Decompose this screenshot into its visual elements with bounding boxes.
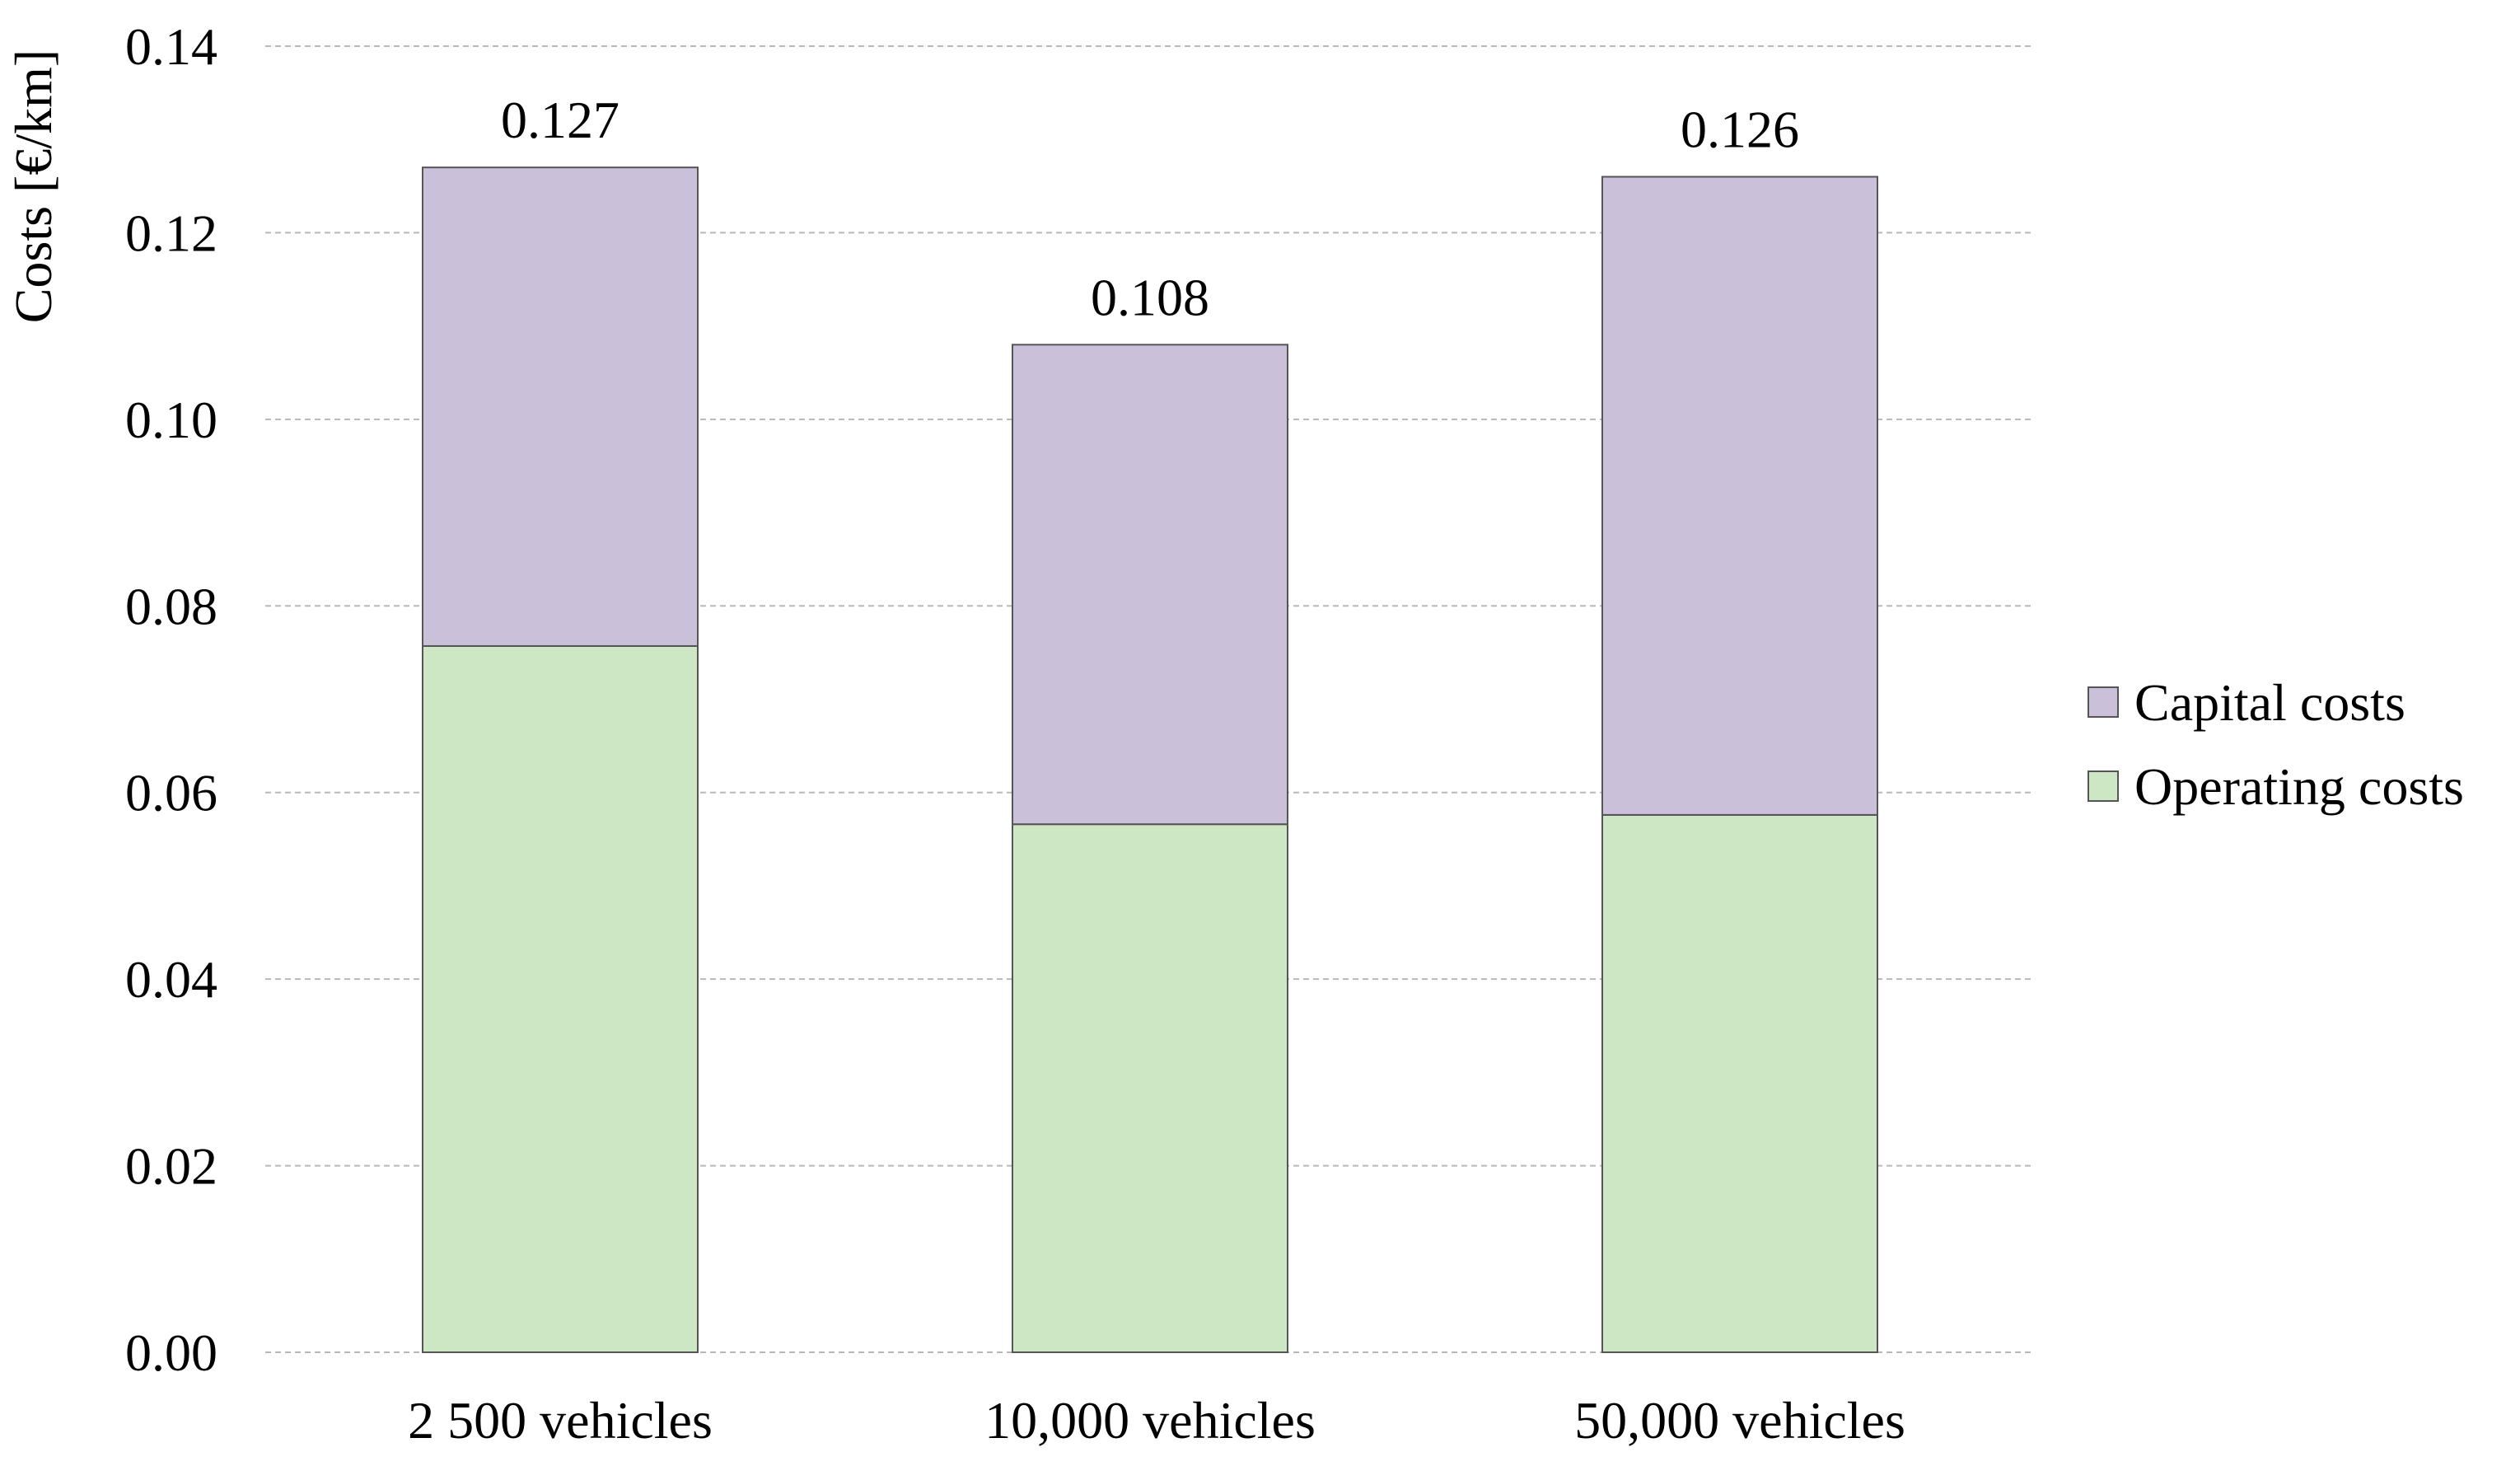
x-tick-label: 50,000 vehicles: [1574, 1391, 1905, 1450]
x-axis-ticks: 2 500 vehicles 10,000 vehicles 50,000 vehi…: [408, 1391, 1905, 1450]
x-tick-label: 10,000 vehicles: [984, 1391, 1316, 1450]
bar-segment-capital-costs: [422, 166, 699, 647]
y-tick-label: 0.00: [125, 1323, 217, 1382]
bar-segment-operating-costs: [1012, 823, 1288, 1353]
total-label: 0.108: [1091, 268, 1209, 326]
bars: [422, 166, 1878, 1353]
y-tick-label: 0.04: [125, 950, 217, 1009]
bar-segment-capital-costs: [1601, 176, 1878, 816]
legend-label: Capital costs: [2134, 673, 2405, 732]
y-tick-label: 0.14: [125, 17, 217, 76]
total-label: 0.126: [1681, 101, 1799, 159]
bar-segment-operating-costs: [422, 644, 699, 1353]
y-axis-ticks: 0.00 0.02 0.04 0.06 0.08 0.10 0.12 0.14: [125, 17, 217, 1382]
legend-swatch: [2088, 770, 2119, 802]
y-tick-label: 0.02: [125, 1137, 217, 1196]
y-tick-label: 0.10: [125, 391, 217, 449]
legend: Capital costs Operating costs: [2088, 673, 2464, 816]
x-tick-label: 2 500 vehicles: [408, 1391, 713, 1450]
legend-swatch: [2088, 686, 2119, 718]
bar-segment-capital-costs: [1012, 344, 1288, 826]
y-tick-label: 0.06: [125, 764, 217, 822]
legend-label: Operating costs: [2134, 757, 2464, 816]
bar-segment-operating-costs: [1601, 813, 1878, 1353]
total-labels: 0.127 0.108 0.126: [501, 91, 1799, 326]
y-axis-title: Costs [€/km]: [4, 49, 63, 323]
y-tick-label: 0.12: [125, 204, 217, 262]
y-tick-label: 0.08: [125, 577, 217, 635]
total-label: 0.127: [501, 91, 619, 149]
